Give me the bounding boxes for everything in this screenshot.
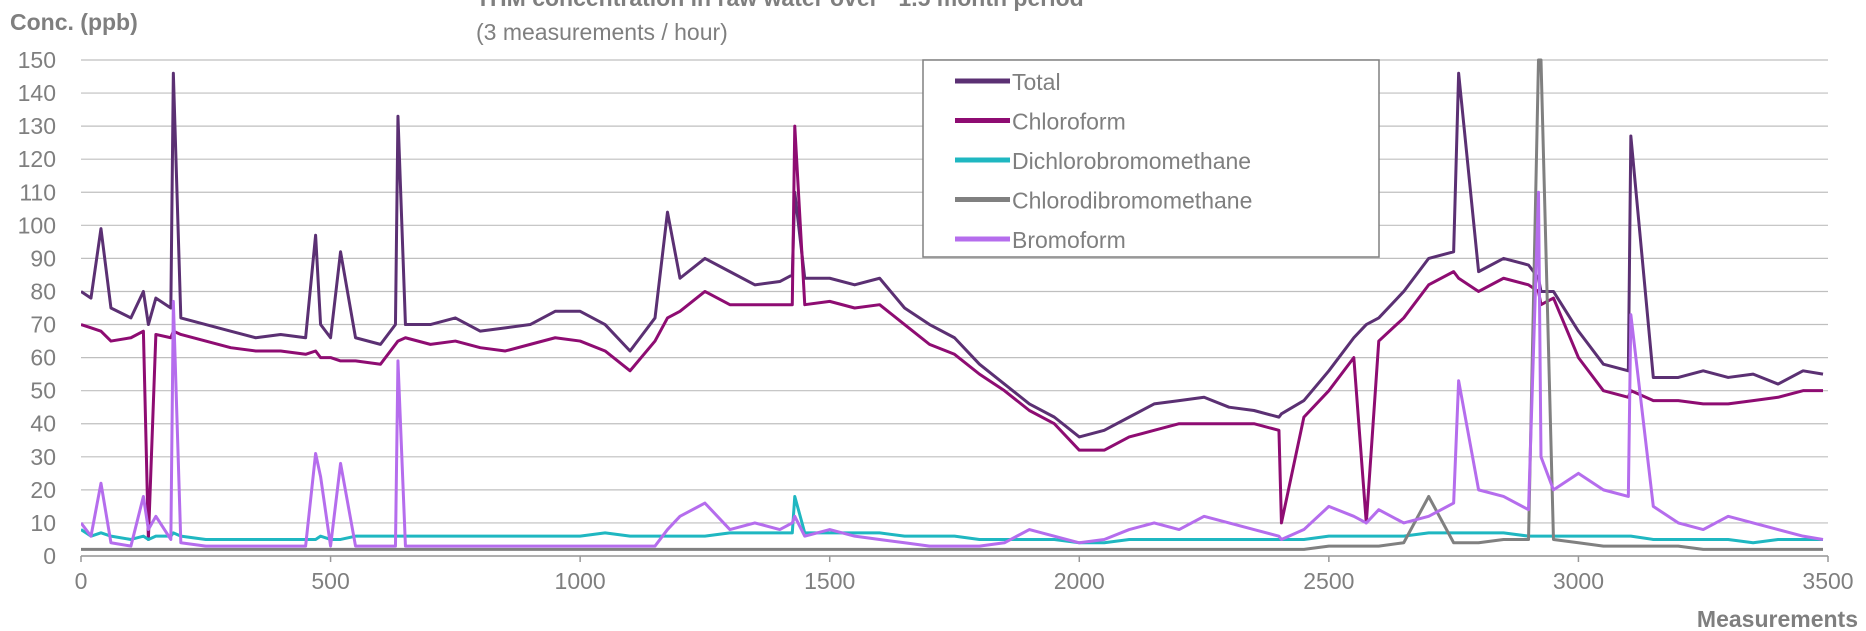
y-axis-label: Conc. (ppb) <box>10 9 138 35</box>
y-tick-label: 30 <box>30 444 56 470</box>
x-tick-label: 3500 <box>1802 568 1853 594</box>
legend-label: Bromoform <box>1012 227 1126 253</box>
legend-label: Total <box>1012 69 1061 95</box>
x-tick-label: 1500 <box>804 568 855 594</box>
y-tick-label: 90 <box>30 245 56 271</box>
y-tick-label: 10 <box>30 510 56 536</box>
y-tick-label: 130 <box>18 113 56 139</box>
y-tick-label: 150 <box>18 47 56 73</box>
series-line <box>81 190 1824 548</box>
y-tick-label: 20 <box>30 477 56 503</box>
series-line <box>81 494 1824 545</box>
legend-label: Chlorodibromomethane <box>1012 188 1252 214</box>
series-line <box>81 124 1824 541</box>
x-tick-label: 0 <box>75 568 88 594</box>
legend-box <box>922 59 1380 258</box>
x-tick-label: 2500 <box>1303 568 1354 594</box>
plot-area <box>81 58 1824 551</box>
y-tick-label: 0 <box>43 543 56 569</box>
y-tick-label: 50 <box>30 378 56 404</box>
y-tick-label: 120 <box>18 146 56 172</box>
x-tick-label: 2000 <box>1054 568 1105 594</box>
series-line <box>81 58 1824 551</box>
y-tick-label: 110 <box>19 179 56 205</box>
y-tick-label: 70 <box>30 312 56 338</box>
legend-label: Dichlorobromomethane <box>1012 148 1251 174</box>
x-tick-label: 1000 <box>555 568 606 594</box>
y-tick-label: 140 <box>18 80 56 106</box>
y-tick-label: 80 <box>30 278 56 304</box>
chart-subtitle: (3 measurements / hour) <box>476 19 728 45</box>
y-tick-label: 40 <box>30 411 56 437</box>
x-axis-label: Measurements <box>1697 606 1858 631</box>
legend-label: Chloroform <box>1012 109 1126 135</box>
x-tick-label: 500 <box>311 568 349 594</box>
y-tick-label: 100 <box>18 212 56 238</box>
x-tick-label: 3000 <box>1553 568 1604 594</box>
chart-title: THM concentration in raw water over ~1.5… <box>476 0 1084 11</box>
legend: Total Chloroform Dichlorobromomethane Chlor… <box>922 59 1380 258</box>
y-tick-label: 60 <box>30 345 56 371</box>
series-line <box>81 71 1824 439</box>
